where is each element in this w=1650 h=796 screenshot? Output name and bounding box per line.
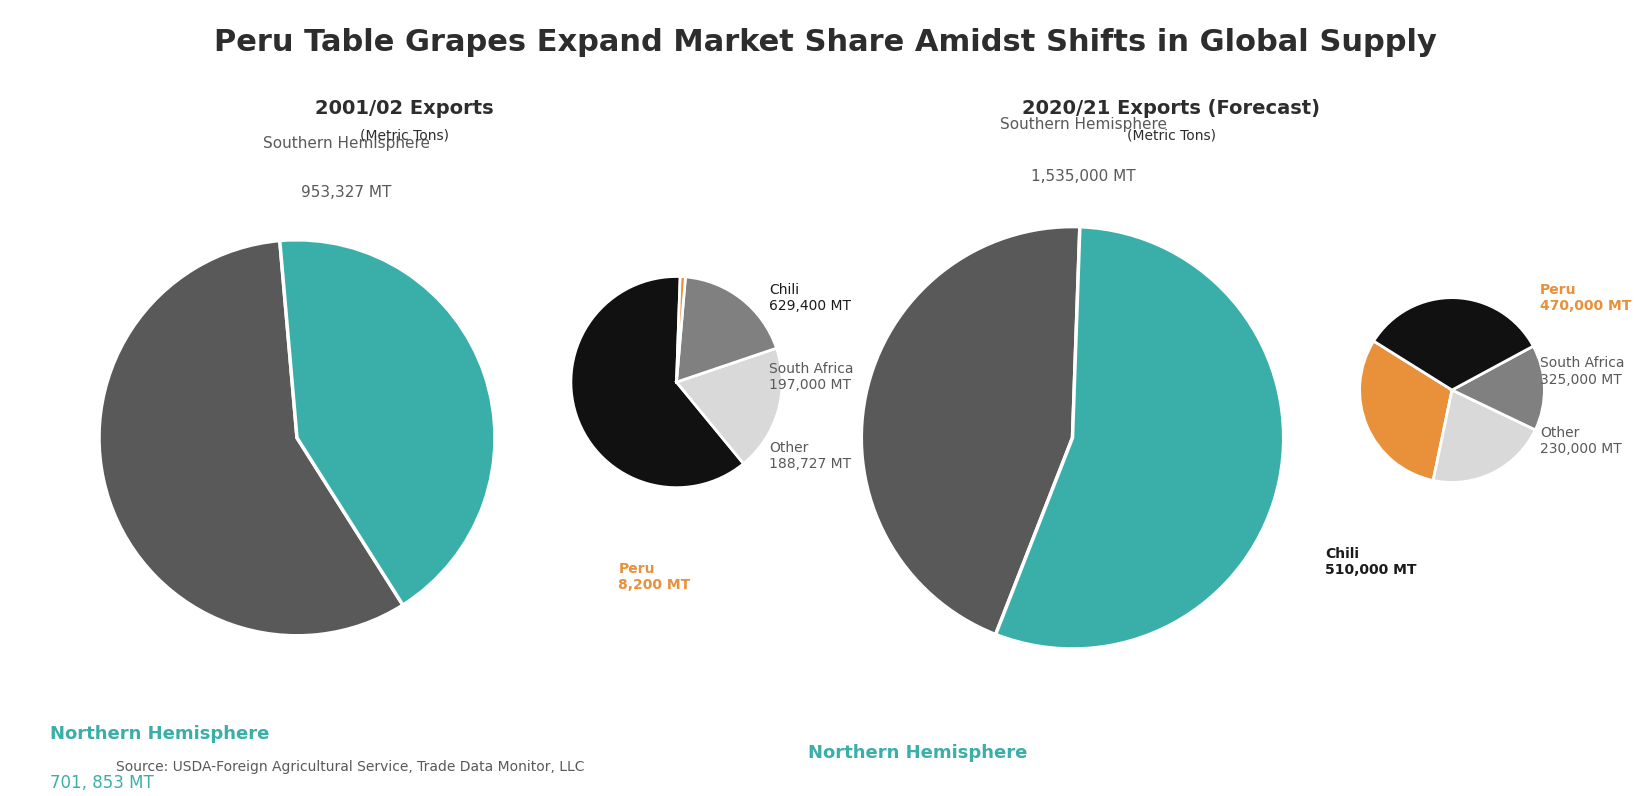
Wedge shape: [861, 227, 1079, 634]
Text: 2020/21 Exports (Forecast): 2020/21 Exports (Forecast): [1023, 100, 1320, 119]
Text: 1,535,000 MT: 1,535,000 MT: [1031, 170, 1135, 185]
Wedge shape: [1360, 341, 1452, 481]
Wedge shape: [1452, 346, 1544, 430]
Text: Chili
629,400 MT: Chili 629,400 MT: [769, 283, 851, 313]
Text: Southern Hemisphere: Southern Hemisphere: [262, 135, 431, 150]
Text: 953,327 MT: 953,327 MT: [302, 185, 391, 201]
Text: (Metric Tons): (Metric Tons): [360, 129, 449, 143]
Wedge shape: [676, 277, 777, 382]
Text: Southern Hemisphere: Southern Hemisphere: [1000, 116, 1167, 131]
Text: Northern Hemisphere: Northern Hemisphere: [808, 744, 1028, 762]
Text: (Metric Tons): (Metric Tons): [1127, 129, 1216, 143]
Wedge shape: [995, 227, 1284, 649]
Text: South Africa
325,000 MT: South Africa 325,000 MT: [1539, 357, 1624, 387]
Text: Chili
510,000 MT: Chili 510,000 MT: [1325, 547, 1416, 577]
Text: 701, 853 MT: 701, 853 MT: [50, 775, 153, 792]
Text: 2001/02 Exports: 2001/02 Exports: [315, 100, 493, 119]
Wedge shape: [280, 240, 495, 605]
Wedge shape: [1434, 390, 1536, 482]
Wedge shape: [676, 348, 782, 463]
Text: Peru
8,200 MT: Peru 8,200 MT: [619, 562, 691, 591]
Text: Other
230,000 MT: Other 230,000 MT: [1539, 426, 1622, 456]
Wedge shape: [1374, 298, 1533, 390]
Wedge shape: [99, 240, 403, 636]
Text: Peru
470,000 MT: Peru 470,000 MT: [1539, 283, 1632, 313]
Text: Other
188,727 MT: Other 188,727 MT: [769, 441, 851, 471]
Text: South Africa
197,000 MT: South Africa 197,000 MT: [769, 361, 853, 392]
Text: Northern Hemisphere: Northern Hemisphere: [50, 725, 269, 743]
Text: Peru Table Grapes Expand Market Share Amidst Shifts in Global Supply: Peru Table Grapes Expand Market Share Am…: [213, 28, 1437, 57]
Wedge shape: [676, 276, 685, 382]
Wedge shape: [571, 276, 744, 488]
Text: Source: USDA-Foreign Agricultural Service, Trade Data Monitor, LLC: Source: USDA-Foreign Agricultural Servic…: [116, 759, 584, 774]
